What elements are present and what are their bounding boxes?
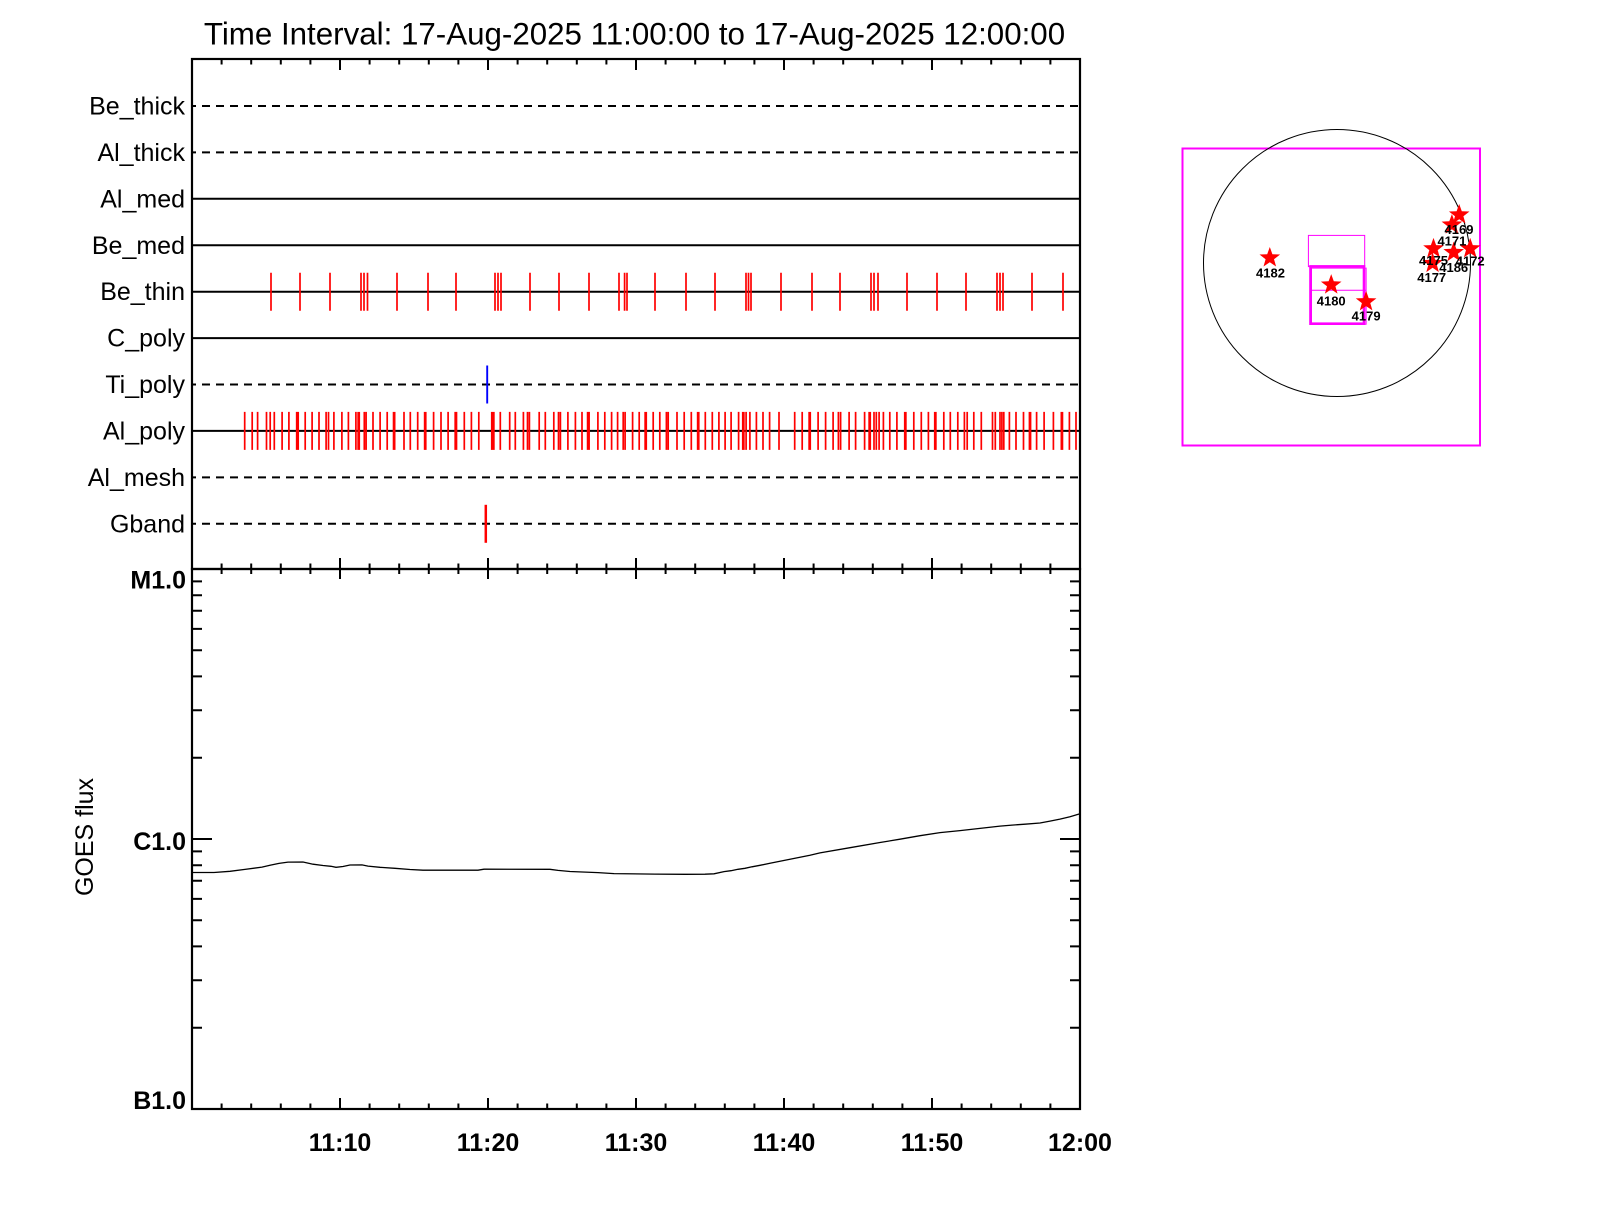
svg-text:B1.0: B1.0	[133, 1087, 186, 1115]
svg-text:4175: 4175	[1419, 253, 1448, 268]
svg-text:M1.0: M1.0	[130, 567, 186, 595]
svg-text:4171: 4171	[1437, 234, 1466, 249]
svg-text:Be_med: Be_med	[92, 232, 185, 260]
svg-text:GOES flux: GOES flux	[71, 777, 99, 896]
svg-text:C1.0: C1.0	[133, 828, 186, 856]
svg-text:Be_thick: Be_thick	[89, 93, 185, 121]
svg-text:11:50: 11:50	[901, 1129, 964, 1157]
svg-text:Al_thick: Al_thick	[97, 139, 185, 167]
svg-text:Al_med: Al_med	[100, 185, 185, 213]
svg-text:Gband: Gband	[110, 510, 185, 538]
svg-text:4186: 4186	[1439, 260, 1468, 275]
svg-text:11:30: 11:30	[605, 1129, 668, 1157]
svg-text:4180: 4180	[1317, 293, 1346, 308]
svg-text:4169: 4169	[1445, 222, 1474, 237]
svg-text:Be_thin: Be_thin	[100, 278, 185, 306]
svg-text:C_poly: C_poly	[107, 325, 185, 353]
svg-text:4177: 4177	[1417, 270, 1446, 285]
svg-text:11:20: 11:20	[457, 1129, 520, 1157]
svg-text:4182: 4182	[1256, 265, 1285, 280]
svg-text:Al_poly: Al_poly	[103, 417, 185, 445]
svg-text:Time Interval: 17-Aug-2025 11:: Time Interval: 17-Aug-2025 11:00:00 to 1…	[204, 17, 1065, 52]
svg-text:11:10: 11:10	[309, 1129, 372, 1157]
svg-text:4179: 4179	[1352, 309, 1381, 324]
svg-text:11:40: 11:40	[753, 1129, 816, 1157]
svg-text:12:00: 12:00	[1048, 1129, 1112, 1157]
svg-text:Ti_poly: Ti_poly	[105, 371, 185, 399]
svg-text:4172: 4172	[1456, 253, 1485, 268]
svg-text:Al_mesh: Al_mesh	[88, 464, 185, 492]
